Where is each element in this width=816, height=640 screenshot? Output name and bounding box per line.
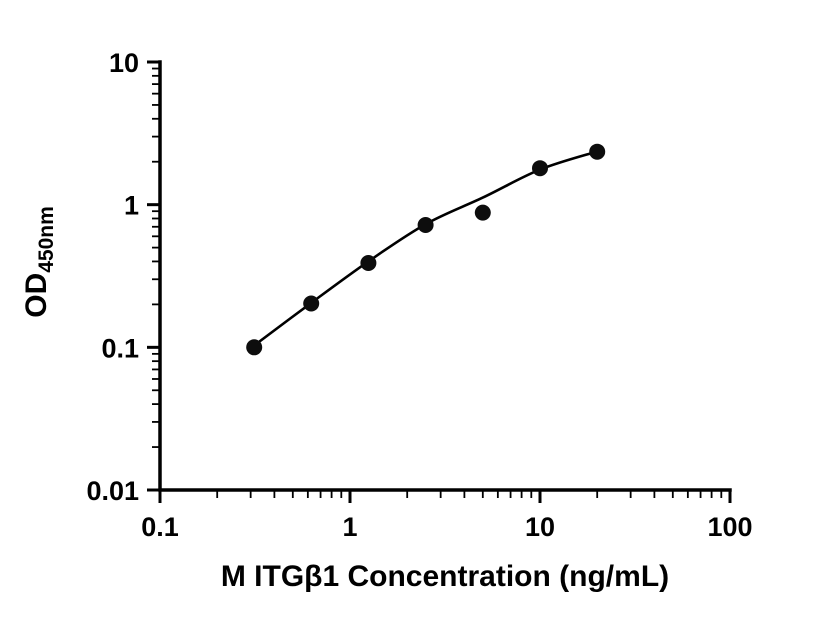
series-layer: [246, 143, 606, 356]
data-point: [417, 217, 434, 233]
y-tick-label: 0.01: [86, 476, 139, 506]
data-point: [303, 295, 320, 312]
y-tick-label: 0.1: [101, 333, 139, 363]
data-point: [532, 160, 548, 177]
x-axis-title: M ITGβ1 Concentration (ng/mL): [221, 560, 669, 593]
y-axis-title: OD450nm: [20, 206, 58, 318]
data-point: [246, 339, 263, 356]
data-point: [360, 255, 377, 271]
fit-curve: [252, 150, 599, 347]
y-tick-label: 1: [124, 191, 139, 221]
x-tick-label: 0.1: [141, 512, 179, 542]
data-point: [589, 143, 606, 160]
axis-spine: [158, 60, 732, 492]
x-tick-label: 100: [707, 512, 752, 542]
y-axis-title-subscript: 450nm: [35, 206, 58, 273]
x-tick-label: 10: [525, 512, 555, 542]
axes-layer: [158, 60, 732, 492]
data-point: [474, 204, 491, 221]
y-axis-title-main: OD: [20, 273, 53, 318]
y-tick-label: 10: [109, 48, 139, 78]
x-tick-label: 1: [342, 512, 357, 542]
